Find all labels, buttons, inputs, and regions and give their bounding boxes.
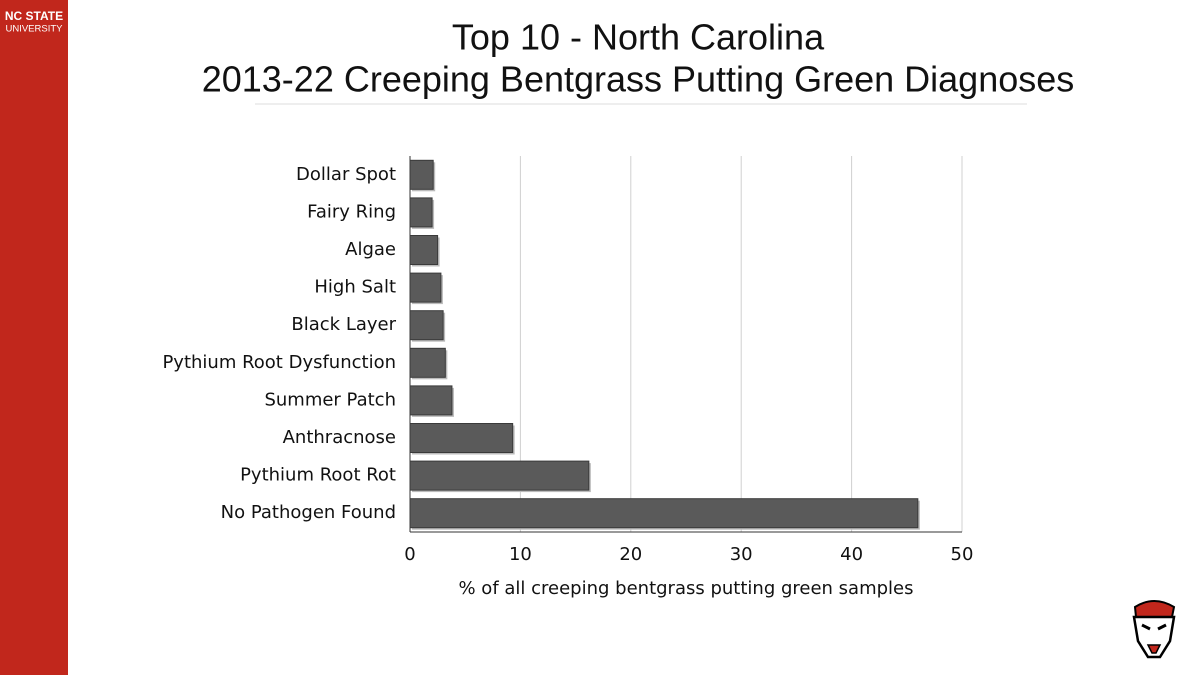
bar	[409, 197, 433, 228]
x-tick-label: 20	[619, 544, 642, 565]
chart-title: Top 10 - North Carolina	[452, 17, 825, 58]
y-tick-label: Fairy Ring	[307, 201, 396, 222]
bar	[409, 159, 434, 190]
y-tick-label: Anthracnose	[283, 427, 396, 448]
x-tick-label: 40	[840, 544, 863, 565]
x-tick-label: 30	[730, 544, 753, 565]
x-tick-label: 50	[951, 544, 974, 565]
bar	[409, 385, 453, 416]
bar	[409, 423, 514, 453]
mascot-logo	[1132, 600, 1176, 659]
y-tick-label: No Pathogen Found	[221, 502, 396, 523]
brand-subtitle: UNIVERSITY	[5, 24, 63, 35]
brand-name: NC STATE	[5, 9, 63, 23]
x-tick-label: 10	[509, 544, 532, 565]
chart-subtitle: 2013-22 Creeping Bentgrass Putting Green…	[202, 59, 1075, 100]
bar	[409, 498, 919, 529]
y-tick-label: High Salt	[314, 277, 396, 298]
bar	[409, 347, 446, 378]
y-tick-label: Summer Patch	[264, 389, 396, 410]
bar	[409, 272, 442, 303]
bar	[409, 460, 590, 491]
x-axis-label: % of all creeping bentgrass putting gree…	[458, 578, 913, 599]
bar	[409, 235, 439, 265]
x-tick-label: 0	[404, 544, 415, 565]
y-tick-label: Pythium Root Dysfunction	[162, 352, 396, 373]
bar	[409, 310, 444, 341]
y-tick-label: Pythium Root Rot	[240, 465, 396, 486]
sidebar	[0, 0, 68, 675]
y-tick-label: Dollar Spot	[296, 164, 396, 185]
y-tick-label: Algae	[345, 239, 396, 260]
y-tick-label: Black Layer	[291, 314, 396, 335]
